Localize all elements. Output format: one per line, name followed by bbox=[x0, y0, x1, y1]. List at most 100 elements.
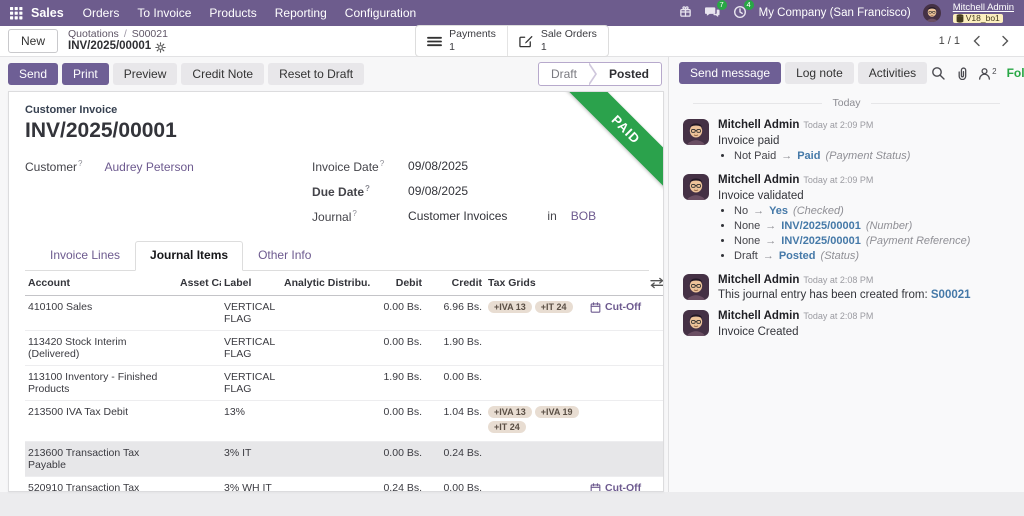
column-header-debit[interactable]: Debit bbox=[371, 271, 425, 296]
tax-grid-tag[interactable]: +IVA 19 bbox=[534, 406, 579, 418]
avatar[interactable] bbox=[683, 119, 709, 145]
table-row[interactable]: 410100 Sales VERTICAL FLAG 0.00 Bs. 6.96 Bs… bbox=[25, 296, 663, 331]
app-name[interactable]: Sales bbox=[31, 6, 64, 20]
tax-grid-tag[interactable]: +IT 24 bbox=[534, 301, 573, 313]
cell-credit: 6.96 Bs. bbox=[443, 301, 482, 313]
message-author[interactable]: Mitchell Admin bbox=[718, 310, 800, 323]
avatar[interactable] bbox=[683, 310, 709, 337]
activity-clock-icon[interactable]: 4 bbox=[733, 0, 754, 22]
column-header-label[interactable]: Label bbox=[221, 271, 281, 296]
gift-icon[interactable] bbox=[679, 5, 692, 21]
column-adjust-header[interactable] bbox=[647, 271, 663, 296]
nav-menu-reporting[interactable]: Reporting bbox=[274, 6, 327, 20]
tab-journal-items[interactable]: Journal Items bbox=[135, 241, 244, 271]
cell-cutoff bbox=[587, 365, 647, 401]
send-button[interactable]: Send bbox=[8, 63, 59, 85]
cell-cutoff bbox=[587, 400, 647, 442]
column-header-asset-cate[interactable]: Asset Cate... bbox=[177, 271, 221, 296]
column-header-analytic-distribu[interactable]: Analytic Distribu... bbox=[281, 271, 371, 296]
message-author[interactable]: Mitchell Admin bbox=[718, 173, 800, 186]
reset-to-draft-button[interactable]: Reset to Draft bbox=[268, 63, 365, 85]
nav-menu-products[interactable]: Products bbox=[209, 6, 257, 20]
message-body: Invoice validated bbox=[718, 190, 970, 202]
breadcrumb-item-s00021[interactable]: S00021 bbox=[119, 28, 168, 41]
avatar[interactable] bbox=[683, 173, 709, 200]
cell-asset bbox=[177, 476, 221, 491]
cell-label: VERTICAL FLAG bbox=[221, 330, 281, 366]
smart-button-sale-orders[interactable]: Sale Orders 1 bbox=[506, 25, 608, 57]
status-step-posted[interactable]: Posted bbox=[608, 67, 649, 81]
message-author[interactable]: Mitchell Admin bbox=[718, 273, 800, 286]
cutoff-button[interactable]: Cut-Off bbox=[590, 482, 642, 492]
new-value[interactable]: Posted bbox=[778, 249, 816, 262]
cell-tax-grids bbox=[485, 330, 587, 366]
chatter-icons: 2 Following bbox=[931, 66, 1024, 80]
column-header-account[interactable]: Account bbox=[25, 271, 177, 296]
message-record-link[interactable]: S00021 bbox=[930, 289, 971, 302]
pager-next-button[interactable] bbox=[994, 33, 1016, 49]
following-toggle[interactable]: Following bbox=[1006, 66, 1024, 80]
column-header-cutoff bbox=[587, 271, 647, 296]
table-row[interactable]: 213600 Transaction Tax Payable 3% IT 0.00 … bbox=[25, 441, 663, 477]
cutoff-button[interactable]: Cut-Off bbox=[590, 301, 641, 313]
customer-value-link[interactable]: Audrey Peterson bbox=[104, 160, 194, 174]
nav-menu-to-invoice[interactable]: To Invoice bbox=[137, 6, 192, 20]
followers-button[interactable]: 2 bbox=[978, 67, 997, 80]
cell-label: 13% bbox=[221, 400, 281, 442]
user-menu[interactable]: Mitchell Admin V18_bo1 bbox=[952, 2, 1014, 24]
cell-credit: 0.00 Bs. bbox=[425, 476, 485, 491]
cutoff-label: Cut-Off bbox=[605, 482, 642, 492]
chat-icon[interactable]: 7 bbox=[704, 0, 727, 22]
apps-grid-icon[interactable] bbox=[10, 6, 23, 20]
pager-value: 1 / 1 bbox=[938, 35, 960, 47]
message-author[interactable]: Mitchell Admin bbox=[718, 119, 800, 131]
nav-menu-configuration[interactable]: Configuration bbox=[344, 6, 417, 20]
gear-icon[interactable] bbox=[155, 42, 166, 53]
record-name: INV/2025/00001 bbox=[68, 40, 152, 53]
log-note-button[interactable]: Log note bbox=[785, 62, 854, 84]
field-value-text: 09/08/2025 bbox=[408, 184, 469, 198]
old-value: None bbox=[734, 219, 761, 232]
table-row[interactable]: 113100 Inventory - Finished Products VERT… bbox=[25, 365, 663, 401]
tax-grid-tag[interactable]: +IVA 13 bbox=[488, 406, 532, 418]
tab-other-info[interactable]: Other Info bbox=[258, 248, 312, 262]
table-row[interactable]: 520910 Transaction Tax 3% WH IT 0.24 Bs. 0.… bbox=[25, 476, 663, 492]
preview-button[interactable]: Preview bbox=[112, 63, 178, 85]
column-adjust-icon[interactable] bbox=[650, 277, 663, 289]
column-header-tax-grids[interactable]: Tax Grids bbox=[485, 271, 587, 296]
tax-grid-tag[interactable]: +IVA 13 bbox=[488, 301, 532, 313]
search-messages-icon[interactable] bbox=[931, 66, 945, 80]
tab-invoice-lines[interactable]: Invoice Lines bbox=[50, 248, 121, 262]
send-message-button[interactable]: Send message bbox=[679, 62, 782, 84]
currency-link[interactable]: BOB bbox=[570, 209, 597, 223]
column-header-credit[interactable]: Credit bbox=[425, 271, 485, 296]
status-step-draft[interactable]: Draft bbox=[550, 67, 577, 81]
new-value[interactable]: INV/2025/00001 bbox=[781, 219, 861, 232]
new-value[interactable]: Paid bbox=[797, 149, 821, 162]
table-row[interactable]: 113420 Stock Interim (Delivered) VERTICAL… bbox=[25, 330, 663, 366]
record-breadcrumb: INV/2025/00001 bbox=[68, 40, 168, 54]
nav-menu-orders[interactable]: Orders bbox=[82, 6, 120, 20]
tracking-change: None → INV/2025/00001 (Number) bbox=[734, 220, 970, 232]
new-value[interactable]: Yes bbox=[769, 204, 789, 217]
breadcrumb-item-quotations[interactable]: Quotations bbox=[68, 27, 119, 40]
tracking-changes: Not Paid → Paid (Payment Status) bbox=[718, 150, 910, 162]
smart-button-payments[interactable]: Payments 1 bbox=[416, 26, 507, 56]
message-header: Mitchell Admin Today at 2:08 PM bbox=[718, 274, 971, 288]
control-panel: New QuotationsS00021 INV/2025/00001 Paym… bbox=[0, 24, 1024, 58]
pager-previous-button[interactable] bbox=[966, 33, 988, 49]
new-value[interactable]: INV/2025/00001 bbox=[781, 234, 861, 247]
tax-grid-tag[interactable]: +IT 24 bbox=[488, 421, 526, 433]
company-switcher[interactable]: My Company (San Francisco) bbox=[758, 7, 911, 19]
print-button[interactable]: Print bbox=[62, 63, 109, 85]
user-avatar[interactable] bbox=[922, 4, 941, 22]
table-row[interactable]: 213500 IVA Tax Debit 13% 0.00 Bs. 1.04 Bs. +… bbox=[25, 400, 663, 442]
message-time: Today at 2:08 PM bbox=[803, 274, 874, 285]
new-button[interactable]: New bbox=[8, 29, 59, 53]
form-sheet: PAID Customer Invoice INV/2025/00001 Cus… bbox=[8, 91, 664, 492]
credit-note-button[interactable]: Credit Note bbox=[181, 63, 265, 85]
avatar[interactable] bbox=[683, 273, 709, 300]
statusbar: Draft Posted bbox=[537, 62, 662, 86]
paperclip-icon[interactable] bbox=[955, 66, 968, 80]
activities-button[interactable]: Activities bbox=[857, 62, 928, 84]
